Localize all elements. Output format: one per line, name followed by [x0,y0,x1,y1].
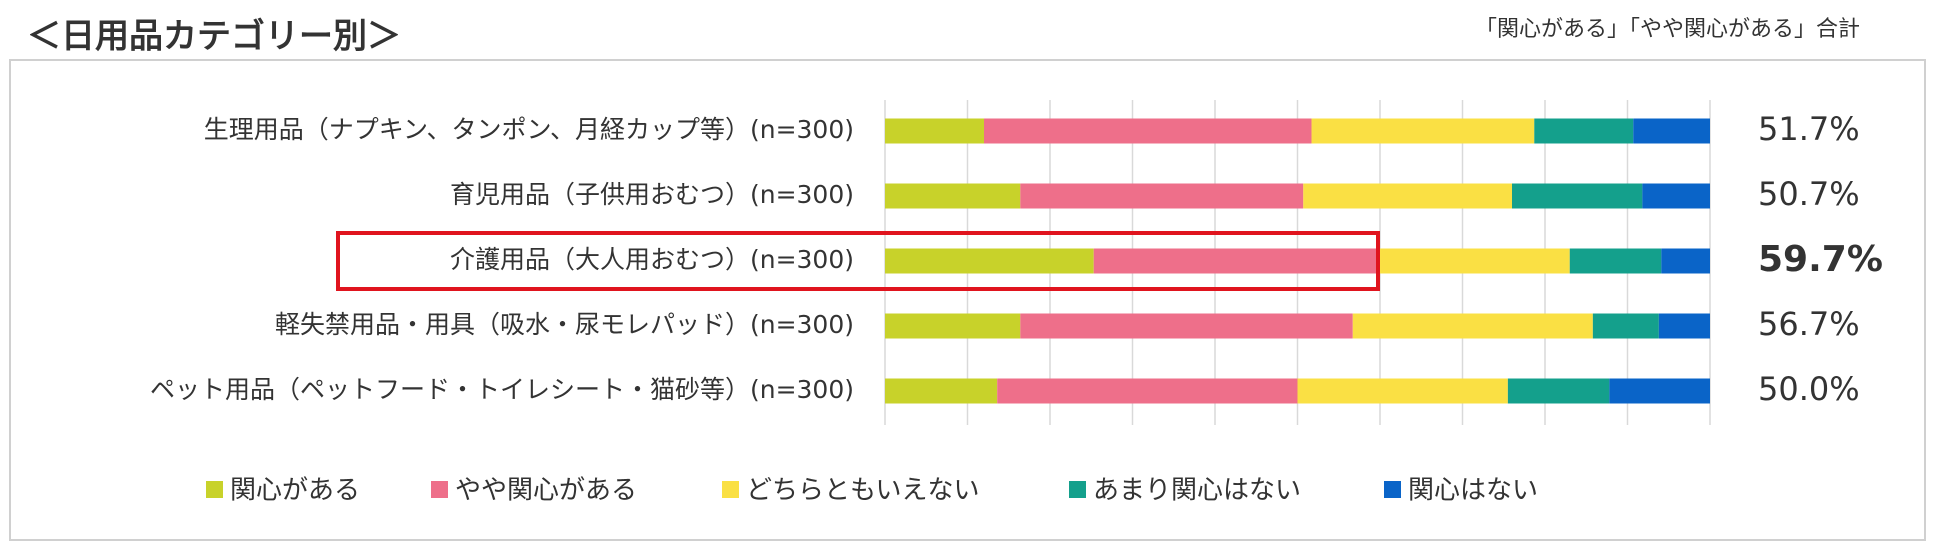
bar-segment [1352,313,1593,339]
legend-label: どちらともいえない [746,476,979,506]
legend-label: 関心はない [1408,476,1538,506]
bar-segment [1534,118,1634,144]
y-tick-label: 介護用品（大人用おむつ）(n=300) [450,245,854,274]
total-note: 「関心がある」「やや関心がある」合計 [1475,17,1860,42]
chart-frame [9,59,1926,541]
bar-segment [1512,183,1643,209]
y-tick-label: ペット用品（ペットフード・トイレシート・猫砂等）(n=300) [150,375,854,404]
bar-segment [1633,118,1710,144]
bar-segment [885,378,998,404]
bar-segment [1311,118,1535,144]
legend-label: やや関心がある [455,476,637,506]
bar-segment [1020,183,1304,209]
bar-segment [1569,248,1662,274]
bar-segment [885,248,1094,274]
legend-swatch [431,481,448,498]
total-label: 50.7% [1758,175,1860,213]
legend-swatch [722,481,739,498]
y-tick-label: 育児用品（子供用おむつ）(n=300) [450,180,854,209]
bar-segment [1658,313,1710,339]
bar-segment [1507,378,1610,404]
total-label: 59.7% [1758,239,1883,280]
total-label: 50.0% [1758,370,1860,408]
chart-title: ＜日用品カテゴリー別＞ [27,17,401,57]
bar-segment [885,183,1021,209]
bar-segment [1609,378,1710,404]
bar-segment [1020,313,1353,339]
y-tick-label: 生理用品（ナプキン、タンポン、月経カップ等）(n=300) [204,115,854,144]
legend-label: あまり関心はない [1093,476,1301,506]
bar-segment [984,118,1312,144]
legend-swatch [1069,481,1086,498]
y-tick-label: 軽失禁用品・用具（吸水・尿モレパッド）(n=300) [275,310,854,339]
highlight-box [336,231,1380,291]
legend-label: 関心がある [230,476,360,506]
bar-segment [885,313,1021,339]
bar-segment [1377,248,1570,274]
legend-swatch [206,481,223,498]
bar-segment [885,118,984,144]
bar-segment [1297,378,1508,404]
bar-segment [1592,313,1659,339]
bar-segment [1642,183,1710,209]
legend-swatch [1384,481,1401,498]
total-label: 51.7% [1758,110,1860,148]
total-label: 56.7% [1758,305,1860,343]
bar-segment [997,378,1298,404]
bar-segment [1093,248,1378,274]
bar-segment [1303,183,1512,209]
bar-segment [1661,248,1710,274]
